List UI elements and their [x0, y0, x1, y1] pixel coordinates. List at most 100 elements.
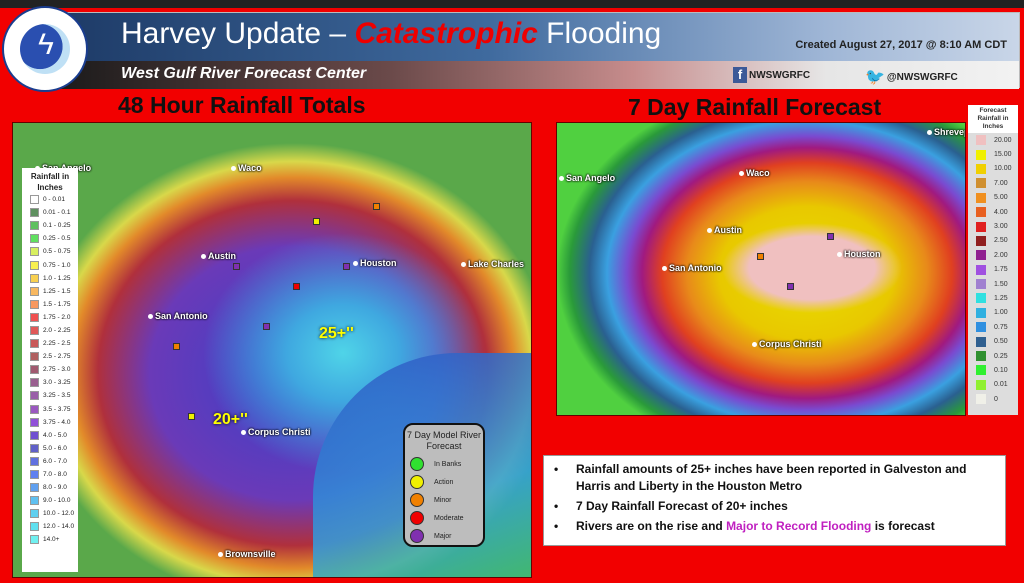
legend-item: 14.0+ [22, 533, 78, 546]
legend-label: 14.0+ [43, 536, 60, 544]
legend-label: 5.0 - 6.0 [43, 444, 67, 452]
legend-item: 5.0 - 6.0 [22, 442, 78, 455]
legend-item: 10.0 - 12.0 [22, 507, 78, 520]
legend-label: Moderate [434, 514, 464, 522]
title-emphasis: Catastrophic [354, 17, 538, 50]
river-gauge[interactable] [313, 218, 320, 225]
river-gauge[interactable] [343, 263, 350, 270]
title-suffix: Flooding [537, 17, 662, 50]
legend-swatch [30, 535, 39, 545]
twitter-label: @NWSWGRFC [886, 71, 958, 83]
legend-item: In Banks [405, 455, 483, 473]
city-label: Houston [353, 258, 397, 268]
rainfall-annotation: 25+'' [319, 325, 354, 342]
river-gauge[interactable] [757, 253, 764, 260]
legend-item: 0.25 - 0.5 [22, 232, 78, 245]
subtitle-bar [53, 61, 1019, 89]
legend-item: 2.00 [968, 248, 1018, 262]
legend-item: 1.50 [968, 277, 1018, 291]
page-title: Harvey Update – Catastrophic Flooding [121, 17, 661, 51]
river-gauge[interactable] [827, 233, 834, 240]
legend-label: 7.00 [994, 179, 1008, 187]
bullet-text: 7 Day Rainfall Forecast of 20+ inches [576, 499, 788, 513]
legend-item: 1.25 - 1.5 [22, 285, 78, 298]
legend-label: 7.0 - 8.0 [43, 471, 67, 479]
legend-item: 1.25 [968, 291, 1018, 305]
legend-swatch [30, 286, 39, 296]
river-gauge[interactable] [373, 203, 380, 210]
city-label: San Antonio [148, 311, 208, 321]
legend-label: 3.75 - 4.0 [43, 418, 71, 426]
facebook-handle[interactable]: f NWSWGRFC [733, 67, 810, 83]
legend-swatch [976, 307, 986, 318]
legend-label: 2.50 [994, 237, 1008, 245]
legend-swatch [976, 394, 986, 405]
legend-swatch [976, 379, 986, 390]
legend-label: 9.0 - 10.0 [43, 497, 71, 505]
city-label: Waco [739, 168, 770, 178]
subtitle: West Gulf River Forecast Center [121, 65, 367, 82]
legend-swatch [30, 378, 39, 388]
legend-label: 1.5 - 1.75 [43, 300, 71, 308]
legend-item: 10.00 [968, 162, 1018, 176]
legend-item: 3.75 - 4.0 [22, 416, 78, 429]
river-gauge[interactable] [293, 283, 300, 290]
legend-item: 1.5 - 1.75 [22, 298, 78, 311]
legend-swatch [410, 529, 424, 543]
right-heading: 7 Day Rainfall Forecast [628, 94, 882, 120]
legend-label: 8.0 - 9.0 [43, 484, 67, 492]
legend-swatch [30, 404, 39, 414]
legend-swatch [976, 264, 986, 275]
legend-swatch [410, 511, 424, 525]
legend-swatch [976, 336, 986, 347]
river-forecast-legend: 7 Day Model River Forecast In Banks Actio… [403, 423, 485, 547]
legend-swatch [30, 299, 39, 309]
legend-swatch [976, 207, 986, 218]
legend-item: 1.00 [968, 306, 1018, 320]
legend-swatch [976, 149, 986, 160]
city-label: Austin [201, 251, 236, 261]
rainfall-forecast-map[interactable]: Shreveport Waco San Angelo Austin San An… [556, 122, 966, 416]
legend-label: 1.75 [994, 266, 1008, 274]
river-gauge[interactable] [173, 343, 180, 350]
legend-label: 1.0 - 1.25 [43, 274, 71, 282]
legend-label: 1.25 [994, 294, 1008, 302]
legend-title: Rainfall in Inches [30, 172, 70, 192]
river-gauge[interactable] [787, 283, 794, 290]
legend-item: 15.00 [968, 147, 1018, 161]
legend-swatch [30, 221, 39, 231]
twitter-handle[interactable]: 🐦 @NWSWGRFC [865, 67, 958, 87]
river-gauge[interactable] [233, 263, 240, 270]
legend-label: Major [434, 532, 452, 540]
legend-label: 20.00 [994, 136, 1012, 144]
legend-swatch [30, 273, 39, 283]
legend-label: 2.0 - 2.25 [43, 326, 71, 334]
river-gauge[interactable] [263, 323, 270, 330]
legend-item: 7.0 - 8.0 [22, 468, 78, 481]
city-label: Austin [707, 225, 742, 235]
legend-item: 0.75 - 1.0 [22, 258, 78, 271]
city-label: Shreveport [927, 127, 965, 137]
twitter-icon: 🐦 [865, 69, 885, 86]
legend-swatch [976, 279, 986, 290]
legend-swatch [30, 325, 39, 335]
legend-swatch [976, 322, 986, 333]
legend-item: 2.5 - 2.75 [22, 350, 78, 363]
legend-item: 0.25 [968, 349, 1018, 363]
river-gauge[interactable] [188, 413, 195, 420]
legend-label: 10.00 [994, 165, 1012, 173]
nws-logo: ϟ [2, 6, 88, 92]
legend-label: 1.50 [994, 280, 1008, 288]
legend-item: 2.0 - 2.25 [22, 324, 78, 337]
legend-swatch [30, 483, 39, 493]
legend-item: 0 [968, 392, 1018, 406]
legend-label: 0.25 [994, 352, 1008, 360]
legend-label: 15.00 [994, 151, 1012, 159]
legend-swatch [976, 192, 986, 203]
legend-label: 0.75 - 1.0 [43, 261, 71, 269]
bullet-text: Rainfall amounts of 25+ inches have been… [576, 462, 967, 493]
legend-swatch [30, 456, 39, 466]
legend-item: 0.01 - 0.1 [22, 206, 78, 219]
legend-item: 9.0 - 10.0 [22, 494, 78, 507]
legend-swatch [30, 470, 39, 480]
